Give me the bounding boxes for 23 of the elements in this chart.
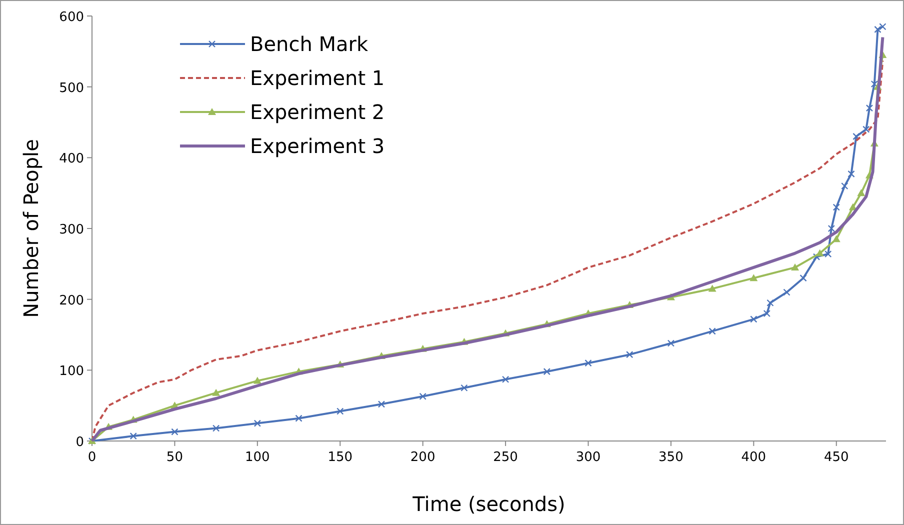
y-tick-label: 600 xyxy=(59,10,84,25)
x-tick-label: 0 xyxy=(88,450,96,465)
x-tick-label: 150 xyxy=(328,450,353,465)
x-tick-label: 350 xyxy=(658,450,684,465)
x-tick-label: 300 xyxy=(576,450,601,465)
legend-label: Bench Mark xyxy=(250,32,368,56)
x-tick-label: 450 xyxy=(824,450,849,465)
y-tick-label: 100 xyxy=(59,364,84,380)
x-tick-label: 250 xyxy=(493,450,518,465)
x-tick-label: 50 xyxy=(166,450,183,465)
x-tick-label: 400 xyxy=(741,450,766,465)
x-tick-label: 100 xyxy=(245,450,270,465)
legend-label: Experiment 2 xyxy=(250,100,385,124)
y-tick-label: 200 xyxy=(59,293,84,308)
legend-label: Experiment 3 xyxy=(250,134,385,158)
legend-label: Experiment 1 xyxy=(250,66,385,90)
x-tick-label: 200 xyxy=(410,450,436,465)
x-axis-title: Time (seconds) xyxy=(412,492,566,516)
y-axis-title: Number of People xyxy=(19,139,43,318)
y-tick-label: 0 xyxy=(76,435,84,450)
y-tick-label: 500 xyxy=(59,80,84,96)
y-tick-label: 400 xyxy=(59,152,84,167)
y-tick-label: 300 xyxy=(59,222,84,238)
